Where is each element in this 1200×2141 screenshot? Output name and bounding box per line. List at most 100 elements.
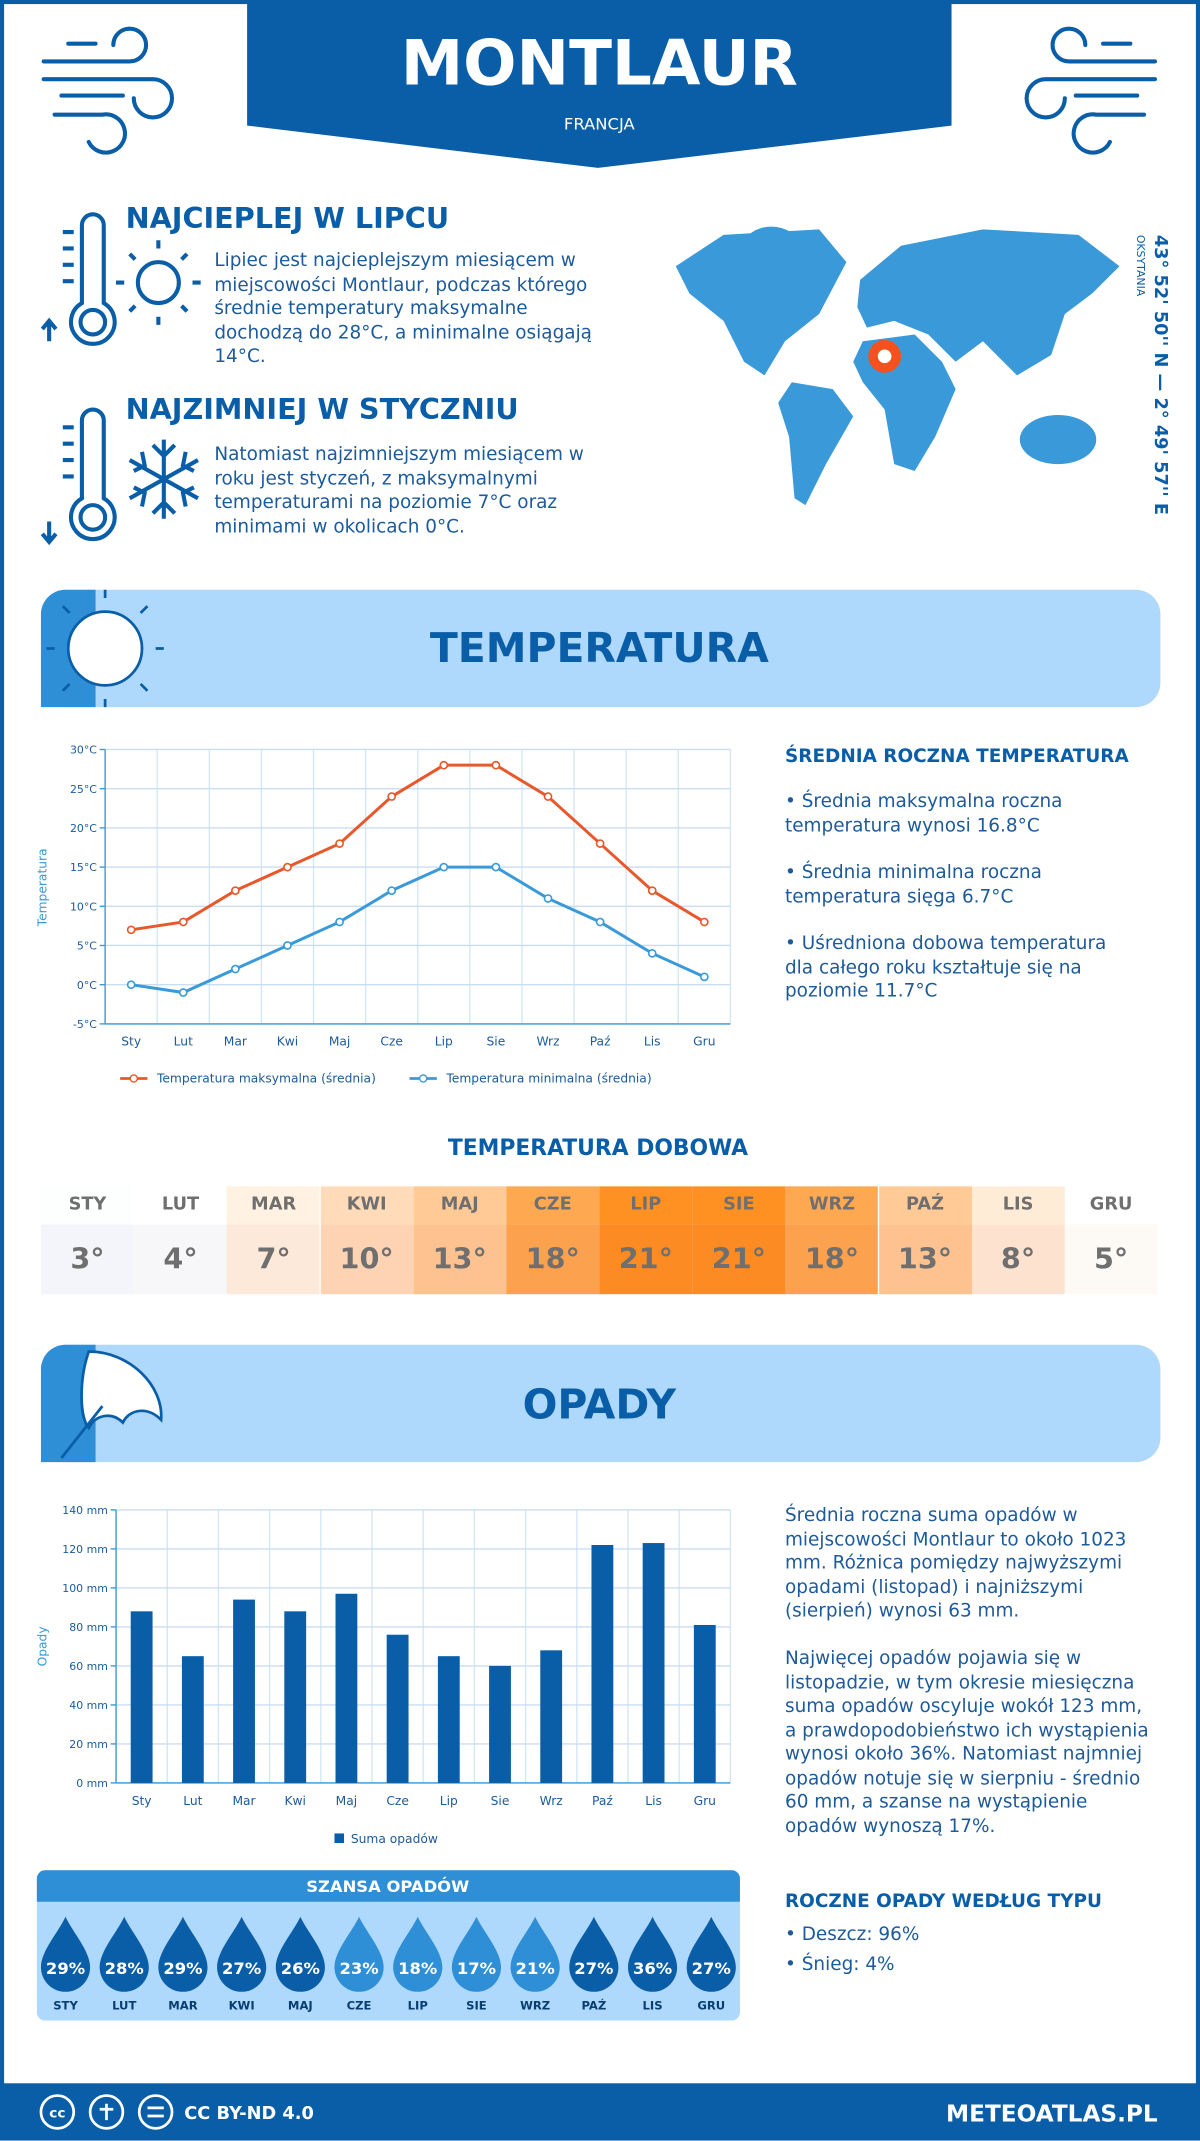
sun-icon <box>46 589 164 708</box>
month-header: LIS <box>971 1186 1065 1225</box>
footer-band <box>0 2083 1200 2141</box>
legend-marker <box>418 1074 428 1083</box>
daily-value: 4° <box>134 1224 228 1295</box>
data-point <box>335 917 344 927</box>
month-header: STY <box>40 1186 135 1225</box>
data-point <box>491 862 501 872</box>
summary-title: ŚREDNIA ROCZNA TEMPERATURA <box>784 745 1129 768</box>
y-tick-label: 25°C <box>70 783 97 796</box>
legend-label: Temperatura minimalna (średnia) <box>445 1072 651 1086</box>
summary-item: Średnia minimalna roczna temperatura się… <box>785 861 1154 909</box>
data-point <box>283 862 292 872</box>
coordinates: 43° 52' 50'' N — 2° 49' 57'' E <box>1150 235 1170 515</box>
month-header: KWI <box>320 1186 414 1225</box>
chance-header <box>36 1870 740 1902</box>
chance-month: LUT <box>112 1999 136 2013</box>
data-point <box>335 839 344 848</box>
chance-month: MAJ <box>288 1999 313 2013</box>
rain-drop <box>569 1916 619 1992</box>
chance-label: 26% <box>281 1959 320 1978</box>
chance-month: GRU <box>697 1999 725 2013</box>
bar <box>437 1656 460 1783</box>
warmest-text: Lipiec jest najcieplejszym miesiącem w m… <box>214 249 592 368</box>
bar <box>233 1599 255 1783</box>
location-marker-dot <box>877 349 892 364</box>
x-tick-label: Gru <box>693 1035 715 1049</box>
daily-value: 18° <box>506 1224 600 1295</box>
y-tick-label: 60 mm <box>69 1660 108 1673</box>
precip-paragraph: Najwięcej opadów pojawia się w listopadz… <box>784 1647 1149 1837</box>
daily-value: 8° <box>971 1224 1065 1295</box>
data-point <box>178 917 188 927</box>
month-header: SIE <box>692 1186 786 1225</box>
data-point <box>231 886 240 895</box>
month-header: WRZ <box>785 1186 879 1225</box>
world-map <box>675 226 1120 506</box>
y-tick-label: 15°C <box>70 861 97 874</box>
rain-drop <box>510 1916 560 1992</box>
rain-drop <box>158 1916 208 1992</box>
y-tick-label: 40 mm <box>69 1699 108 1712</box>
y-tick-label: 10°C <box>70 900 97 913</box>
chance-box <box>36 1870 740 2021</box>
by-type-title: ROCZNE OPADY WEDŁUG TYPU <box>784 1890 1102 1913</box>
by-type-item: Śnieg: 4% <box>785 1954 895 1978</box>
month-header: LUT <box>134 1186 228 1225</box>
data-point <box>439 862 449 872</box>
x-tick-label: Wrz <box>536 1035 559 1049</box>
summary-item: Uśredniona dobowa temperatura dla całego… <box>785 932 1140 1004</box>
x-tick-label: Lut <box>183 1794 202 1808</box>
x-tick-label: Cze <box>386 1794 409 1808</box>
series-line <box>130 865 705 995</box>
month-header: LIP <box>599 1186 693 1225</box>
x-tick-label: Mar <box>232 1794 256 1808</box>
data-point <box>543 894 553 903</box>
x-tick-label: Paź <box>592 1794 613 1808</box>
month-header: PAŹ <box>878 1186 972 1225</box>
daily-value: 18° <box>785 1224 879 1295</box>
rain-drop <box>40 1916 91 1992</box>
precip-paragraph: Średnia roczna suma opadów w miejscowośc… <box>784 1504 1127 1622</box>
x-tick-label: Sie <box>487 1035 506 1049</box>
bar <box>284 1611 307 1783</box>
site-name: METEOATLAS.PL <box>946 2101 1158 2128</box>
temperature-banner <box>40 589 1161 708</box>
data-point <box>126 925 136 935</box>
x-tick-label: Kwi <box>284 1794 305 1808</box>
summary-item: Średnia maksymalna roczna temperatura wy… <box>785 790 1147 838</box>
daily-value: 21° <box>599 1224 693 1295</box>
x-tick-label: Maj <box>336 1794 358 1808</box>
thermometer-icons <box>40 212 201 546</box>
y-tick-label: 20°C <box>70 822 97 835</box>
region: OKSYTANIA <box>1134 235 1147 297</box>
coldest-title: NAJZIMNIEJ W STYCZNIU <box>125 393 519 426</box>
bar <box>386 1634 409 1783</box>
chance-month: CZE <box>347 1999 372 2013</box>
y-tick-label: 20 mm <box>69 1738 108 1751</box>
x-tick-label: Mar <box>224 1035 248 1049</box>
chance-month: MAR <box>168 1999 198 2013</box>
rain-drop <box>275 1916 325 1992</box>
section-title: TEMPERATURA <box>430 624 769 672</box>
data-point <box>231 964 240 974</box>
umbrella-icon <box>60 1350 163 1459</box>
chance-label: 28% <box>105 1959 144 1978</box>
data-point <box>387 886 397 895</box>
x-tick-label: Lis <box>645 1794 662 1808</box>
rain-drop <box>217 1916 267 1992</box>
data-point <box>283 941 292 950</box>
y-tick-label: 5°C <box>77 940 97 953</box>
y-axis-label: Opady <box>35 1626 49 1666</box>
legend-label: Temperatura maksymalna (średnia) <box>156 1072 376 1086</box>
chance-label: 29% <box>46 1959 85 1978</box>
rain-drop <box>334 1916 384 1992</box>
coldest-text: Natomiast najzimniejszym miesiącem w rok… <box>214 443 584 538</box>
data-point <box>178 988 188 997</box>
license: CC BY-ND 4.0 <box>184 2104 313 2124</box>
precipitation-banner <box>40 1344 1161 1463</box>
y-tick-label: -5°C <box>73 1018 97 1031</box>
header-band <box>247 0 952 168</box>
month-header: MAJ <box>413 1186 507 1225</box>
